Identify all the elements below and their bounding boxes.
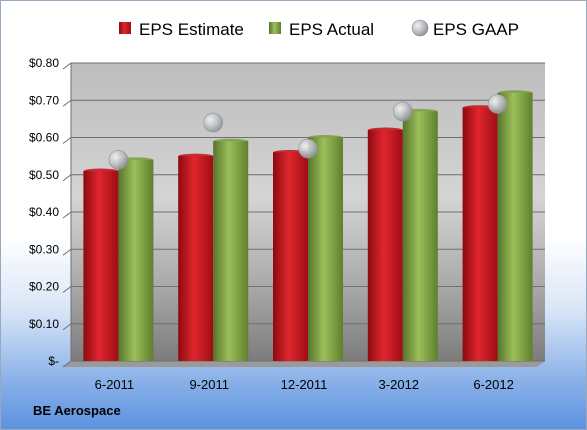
y-tick-label: $0.50 xyxy=(29,168,59,182)
gridline-depth xyxy=(62,137,72,144)
bar-eps-estimate xyxy=(83,171,119,361)
marker-eps-gaap xyxy=(108,150,129,170)
bar-eps-actual xyxy=(213,141,249,361)
gridline-depth xyxy=(62,99,72,107)
gridline-depth xyxy=(62,62,72,70)
x-tick-label: 6-2011 xyxy=(95,377,135,392)
y-tick-label: $0.20 xyxy=(29,280,59,294)
x-tick-label: 3-2012 xyxy=(379,377,419,392)
y-tick-label: $- xyxy=(48,354,59,368)
y-tick-label: $0.30 xyxy=(29,242,59,256)
legend-label: EPS Actual xyxy=(289,20,374,39)
y-tick-label: $0.80 xyxy=(29,56,59,70)
gridline-depth xyxy=(62,360,72,368)
company-name: BE Aerospace xyxy=(33,403,121,418)
bar-eps-estimate xyxy=(178,156,214,361)
legend-eps-actual: EPS Actual xyxy=(269,20,374,39)
y-tick-label: $0.60 xyxy=(29,131,59,145)
gridline-depth xyxy=(62,248,72,256)
gridline-depth xyxy=(62,211,72,219)
marker-eps-gaap xyxy=(298,138,318,159)
marker-eps-gaap xyxy=(487,94,508,114)
y-tick-label: $0.40 xyxy=(29,205,59,219)
y-tick-label: $0.70 xyxy=(29,93,59,107)
bar-eps-actual xyxy=(308,137,343,361)
legend-label: EPS GAAP xyxy=(433,20,519,39)
legend-swatch xyxy=(411,19,429,37)
x-tick-label: 12-2011 xyxy=(281,377,328,392)
marker-eps-gaap xyxy=(203,112,223,133)
bar-eps-actual xyxy=(118,159,154,361)
marker-eps-gaap xyxy=(392,101,413,122)
x-tick-label: 6-2012 xyxy=(473,377,513,392)
legend-label: EPS Estimate xyxy=(139,20,244,39)
bar-eps-estimate xyxy=(273,152,308,361)
x-tick-label: 9-2011 xyxy=(189,377,229,392)
bar-eps-actual xyxy=(402,111,438,361)
gridline-depth xyxy=(62,174,72,182)
gridline-depth xyxy=(62,323,72,331)
plot-floor xyxy=(63,361,545,367)
legend-swatch xyxy=(269,22,281,34)
legend-eps-estimate: EPS Estimate xyxy=(119,20,244,39)
gridline-depth xyxy=(62,286,72,293)
legend-eps-gaap: EPS GAAP xyxy=(411,19,519,39)
bar-eps-estimate xyxy=(367,130,403,361)
y-tick-label: $0.10 xyxy=(29,317,59,331)
legend-swatch xyxy=(119,22,131,34)
bar-eps-actual xyxy=(497,92,533,362)
bar-eps-estimate xyxy=(462,107,498,361)
